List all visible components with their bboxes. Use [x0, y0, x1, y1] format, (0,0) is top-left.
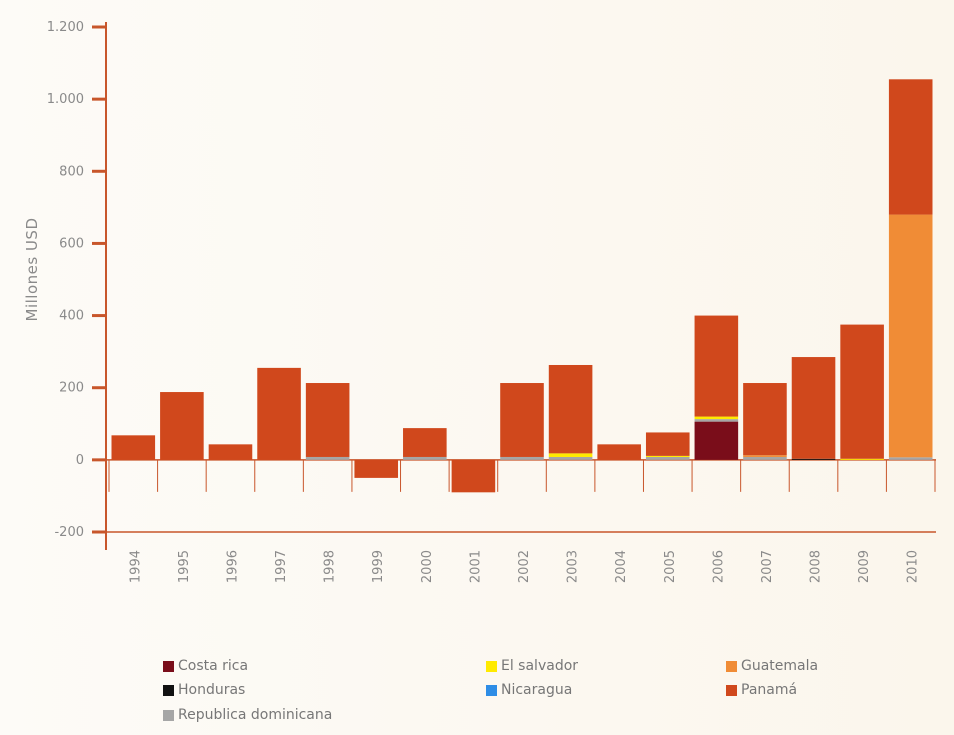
x-tick-label: 2009	[857, 550, 872, 583]
bar-2004-panam-	[597, 444, 641, 460]
legend-label: Honduras	[178, 682, 246, 698]
y-axis-label: Millones USD	[23, 218, 41, 322]
legend-label: Nicaragua	[501, 682, 573, 698]
bar-2000-panam-	[403, 428, 447, 457]
bar-1999-panam-	[354, 459, 399, 478]
legend-swatch	[163, 684, 174, 696]
bar-2010-republica-dominicana	[888, 457, 933, 460]
legend-item-el-salvador: El salvador	[486, 658, 578, 674]
legend-item-nicaragua: Nicaragua	[486, 682, 572, 698]
chart-axes	[92, 22, 936, 550]
legend-swatch	[486, 684, 497, 696]
y-tick-label: 800	[59, 164, 84, 179]
bar-2009-panam-	[840, 324, 884, 459]
bar-2009-el-salvador	[840, 458, 884, 460]
legend-label: Panamá	[741, 682, 798, 698]
x-tick-label: 1998	[323, 550, 338, 583]
legend-swatch	[726, 660, 737, 672]
legend-item-republica-dominicana: Republica dominicana	[163, 707, 332, 723]
bar-2003-el-salvador	[548, 453, 593, 457]
bar-2007-guatemala	[743, 455, 787, 457]
bar-2002-panam-	[500, 383, 544, 457]
bar-2007-panam-	[743, 383, 787, 456]
legend-swatch	[163, 660, 174, 672]
bar-2008-panam-	[791, 357, 836, 459]
bar-1998-panam-	[305, 383, 350, 457]
bar-1995-panam-	[160, 392, 204, 460]
legend-swatch	[486, 660, 497, 672]
bar-2005-el-salvador	[645, 455, 690, 457]
x-tick-label: 2007	[760, 550, 775, 583]
legend-item-honduras: Honduras	[163, 682, 245, 698]
x-tick-label: 2010	[906, 550, 921, 583]
x-tick-label: 1997	[274, 550, 289, 583]
legend-label: Costa rica	[178, 658, 249, 674]
legend-swatch	[163, 709, 174, 721]
bar-2001-panam-	[451, 459, 496, 493]
y-tick-label: 600	[59, 236, 84, 251]
bar-2003-panam-	[548, 364, 593, 454]
x-tick-label: 2003	[566, 550, 581, 583]
x-tick-label: 1999	[371, 550, 386, 583]
chart-bars	[111, 79, 933, 493]
bar-2005-panam-	[645, 432, 690, 456]
y-tick-label: 400	[59, 309, 84, 324]
y-tick-label: -200	[54, 525, 84, 540]
x-tick-label: 2001	[468, 550, 483, 583]
bar-2006-republica-dominicana	[694, 419, 739, 422]
bar-2006-costa-rica	[694, 421, 739, 460]
chart-labels: -200 0 200 400 600 800 1.000 1.200 Millones USD 1…	[23, 20, 921, 583]
bar-1998-republica-dominicana	[305, 456, 350, 460]
bar-1996-panam-	[208, 444, 253, 460]
bar-1994-panam-	[111, 435, 156, 460]
bar-2005-republica-dominicana	[645, 456, 690, 460]
x-tick-label: 2002	[517, 550, 532, 583]
legend-item-costa-rica: Costa rica	[163, 658, 248, 674]
legend-label: Guatemala	[741, 658, 819, 674]
legend-item-panam-: Panamá	[726, 682, 797, 698]
bar-2010-guatemala	[888, 214, 933, 458]
bar-2007-republica-dominicana	[743, 456, 787, 460]
y-tick-label: 1.000	[47, 92, 84, 107]
bar-2006-el-salvador	[694, 416, 739, 420]
x-tick-label: 2008	[809, 550, 824, 583]
bar-2002-republica-dominicana	[500, 456, 544, 460]
x-tick-label: 2000	[420, 550, 435, 583]
x-tick-label: 1996	[225, 550, 240, 583]
y-tick-label: 0	[76, 453, 84, 468]
legend-item-guatemala: Guatemala	[726, 658, 818, 674]
x-tick-label: 2006	[711, 550, 726, 583]
x-tick-label: 2005	[663, 550, 678, 583]
legend-label: El salvador	[501, 658, 579, 674]
bar-2010-panam-	[888, 79, 933, 215]
x-tick-label: 1994	[128, 550, 143, 583]
y-tick-label: 1.200	[47, 20, 84, 35]
bar-2003-republica-dominicana	[548, 456, 593, 460]
x-tick-label: 2004	[614, 550, 629, 583]
x-tick-label: 1995	[177, 550, 192, 583]
bar-2006-panam-	[694, 315, 739, 417]
legend-label: Republica dominicana	[178, 707, 333, 723]
bar-2000-republica-dominicana	[403, 456, 447, 460]
legend-swatch	[726, 684, 737, 696]
bar-2008-honduras	[791, 458, 836, 460]
y-tick-label: 200	[59, 381, 84, 396]
bar-1997-panam-	[257, 367, 301, 460]
